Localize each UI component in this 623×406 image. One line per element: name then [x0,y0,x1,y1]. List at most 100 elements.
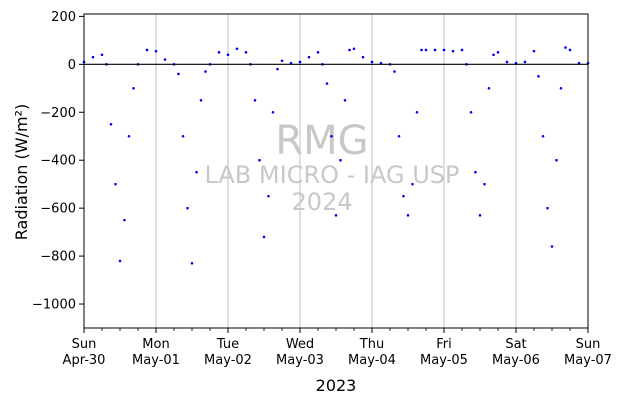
data-point [276,67,279,71]
watermark-line1: RMG [275,118,368,164]
data-point [402,194,405,198]
data-point [109,122,113,126]
data-point [235,47,239,51]
data-point [181,134,185,138]
data-point [541,134,545,138]
data-point [190,261,194,265]
data-point [118,259,122,263]
x-tick-label-date: May-02 [204,353,252,368]
grid-layer [155,14,517,328]
data-point [244,51,248,54]
data-point [460,48,464,52]
data-point [154,49,158,53]
x-tick-label-date: May-04 [348,353,396,368]
watermark-line3: 2024 [291,188,352,216]
data-point [226,53,230,57]
data-point [424,48,428,52]
data-point [564,46,567,49]
data-point [469,110,473,114]
x-tick-label-date: May-06 [492,353,540,368]
data-point [537,75,540,78]
data-point [307,55,311,59]
x-tick-label-day: Sat [505,337,526,352]
data-point [339,158,342,162]
data-point [199,98,203,102]
data-point [100,53,104,57]
data-point [478,214,482,217]
x-tick-label-day: Fri [436,337,452,352]
data-point [492,53,495,57]
data-point [177,72,180,76]
x-tick-label-date: Apr-30 [63,353,106,368]
data-point [163,58,167,61]
x-axis-label: 2023 [316,376,357,395]
data-point [370,60,374,64]
data-point [325,82,329,85]
data-point [397,134,401,138]
data-point [411,182,414,186]
data-point [415,110,419,114]
data-point [433,48,437,52]
data-point [555,158,558,162]
data-point [483,182,486,186]
data-point [267,194,270,198]
watermark: RMG LAB MICRO - IAG USP 2024 [204,118,459,216]
data-point [91,55,95,59]
data-point [451,49,455,53]
data-point [343,98,347,102]
data-point [280,59,284,63]
y-tick-label: −400 [40,154,76,169]
x-tick-label-day: Tue [216,337,239,352]
data-point [316,51,320,54]
y-tick-label: −800 [40,250,76,265]
x-axis: SunApr-30MonMay-01TueMay-02WedMay-03ThuM… [63,328,612,368]
x-tick-label-date: May-07 [564,353,612,368]
data-point [145,48,149,52]
data-point [559,87,563,90]
x-tick-label-day: Wed [286,337,314,352]
data-point [474,170,477,174]
data-point [114,182,117,186]
data-point [132,87,135,90]
x-tick-label-date: May-01 [132,353,180,368]
data-point [523,60,527,64]
data-point [186,206,189,210]
data-point [204,70,207,73]
y-axis-label: Radiation (W/m²) [12,104,31,240]
data-point [393,70,396,73]
x-tick-label-day: Sun [72,337,97,352]
data-point [330,134,333,138]
data-point [217,51,221,54]
data-point [361,55,365,59]
data-point [487,87,491,90]
data-point [262,235,266,239]
data-point [406,214,410,217]
y-tick-label: −600 [40,202,76,217]
x-tick-label-day: Thu [359,337,384,352]
data-point [334,214,338,217]
data-point [420,48,423,52]
data-point [496,51,500,54]
data-point [532,49,536,53]
data-point [568,48,572,52]
y-tick-label: −200 [40,106,76,121]
y-tick-label: 0 [68,58,76,73]
data-point [550,245,554,248]
data-point [505,60,509,64]
data-point [352,47,356,51]
data-point [258,158,261,162]
data-point [127,134,131,138]
x-tick-label-day: Sun [576,337,601,352]
data-point [253,98,257,102]
y-axis: 200 0 −200 −400 −600 −800 −1000 [32,10,84,313]
x-tick-label-date: May-03 [276,353,324,368]
data-point [442,48,446,52]
data-point [123,218,126,222]
y-tick-label: −1000 [32,298,76,313]
y-tick-label: 200 [51,10,76,25]
data-point [546,206,549,210]
data-point [271,110,275,114]
data-point [195,170,198,174]
x-tick-label-date: May-05 [420,353,468,368]
